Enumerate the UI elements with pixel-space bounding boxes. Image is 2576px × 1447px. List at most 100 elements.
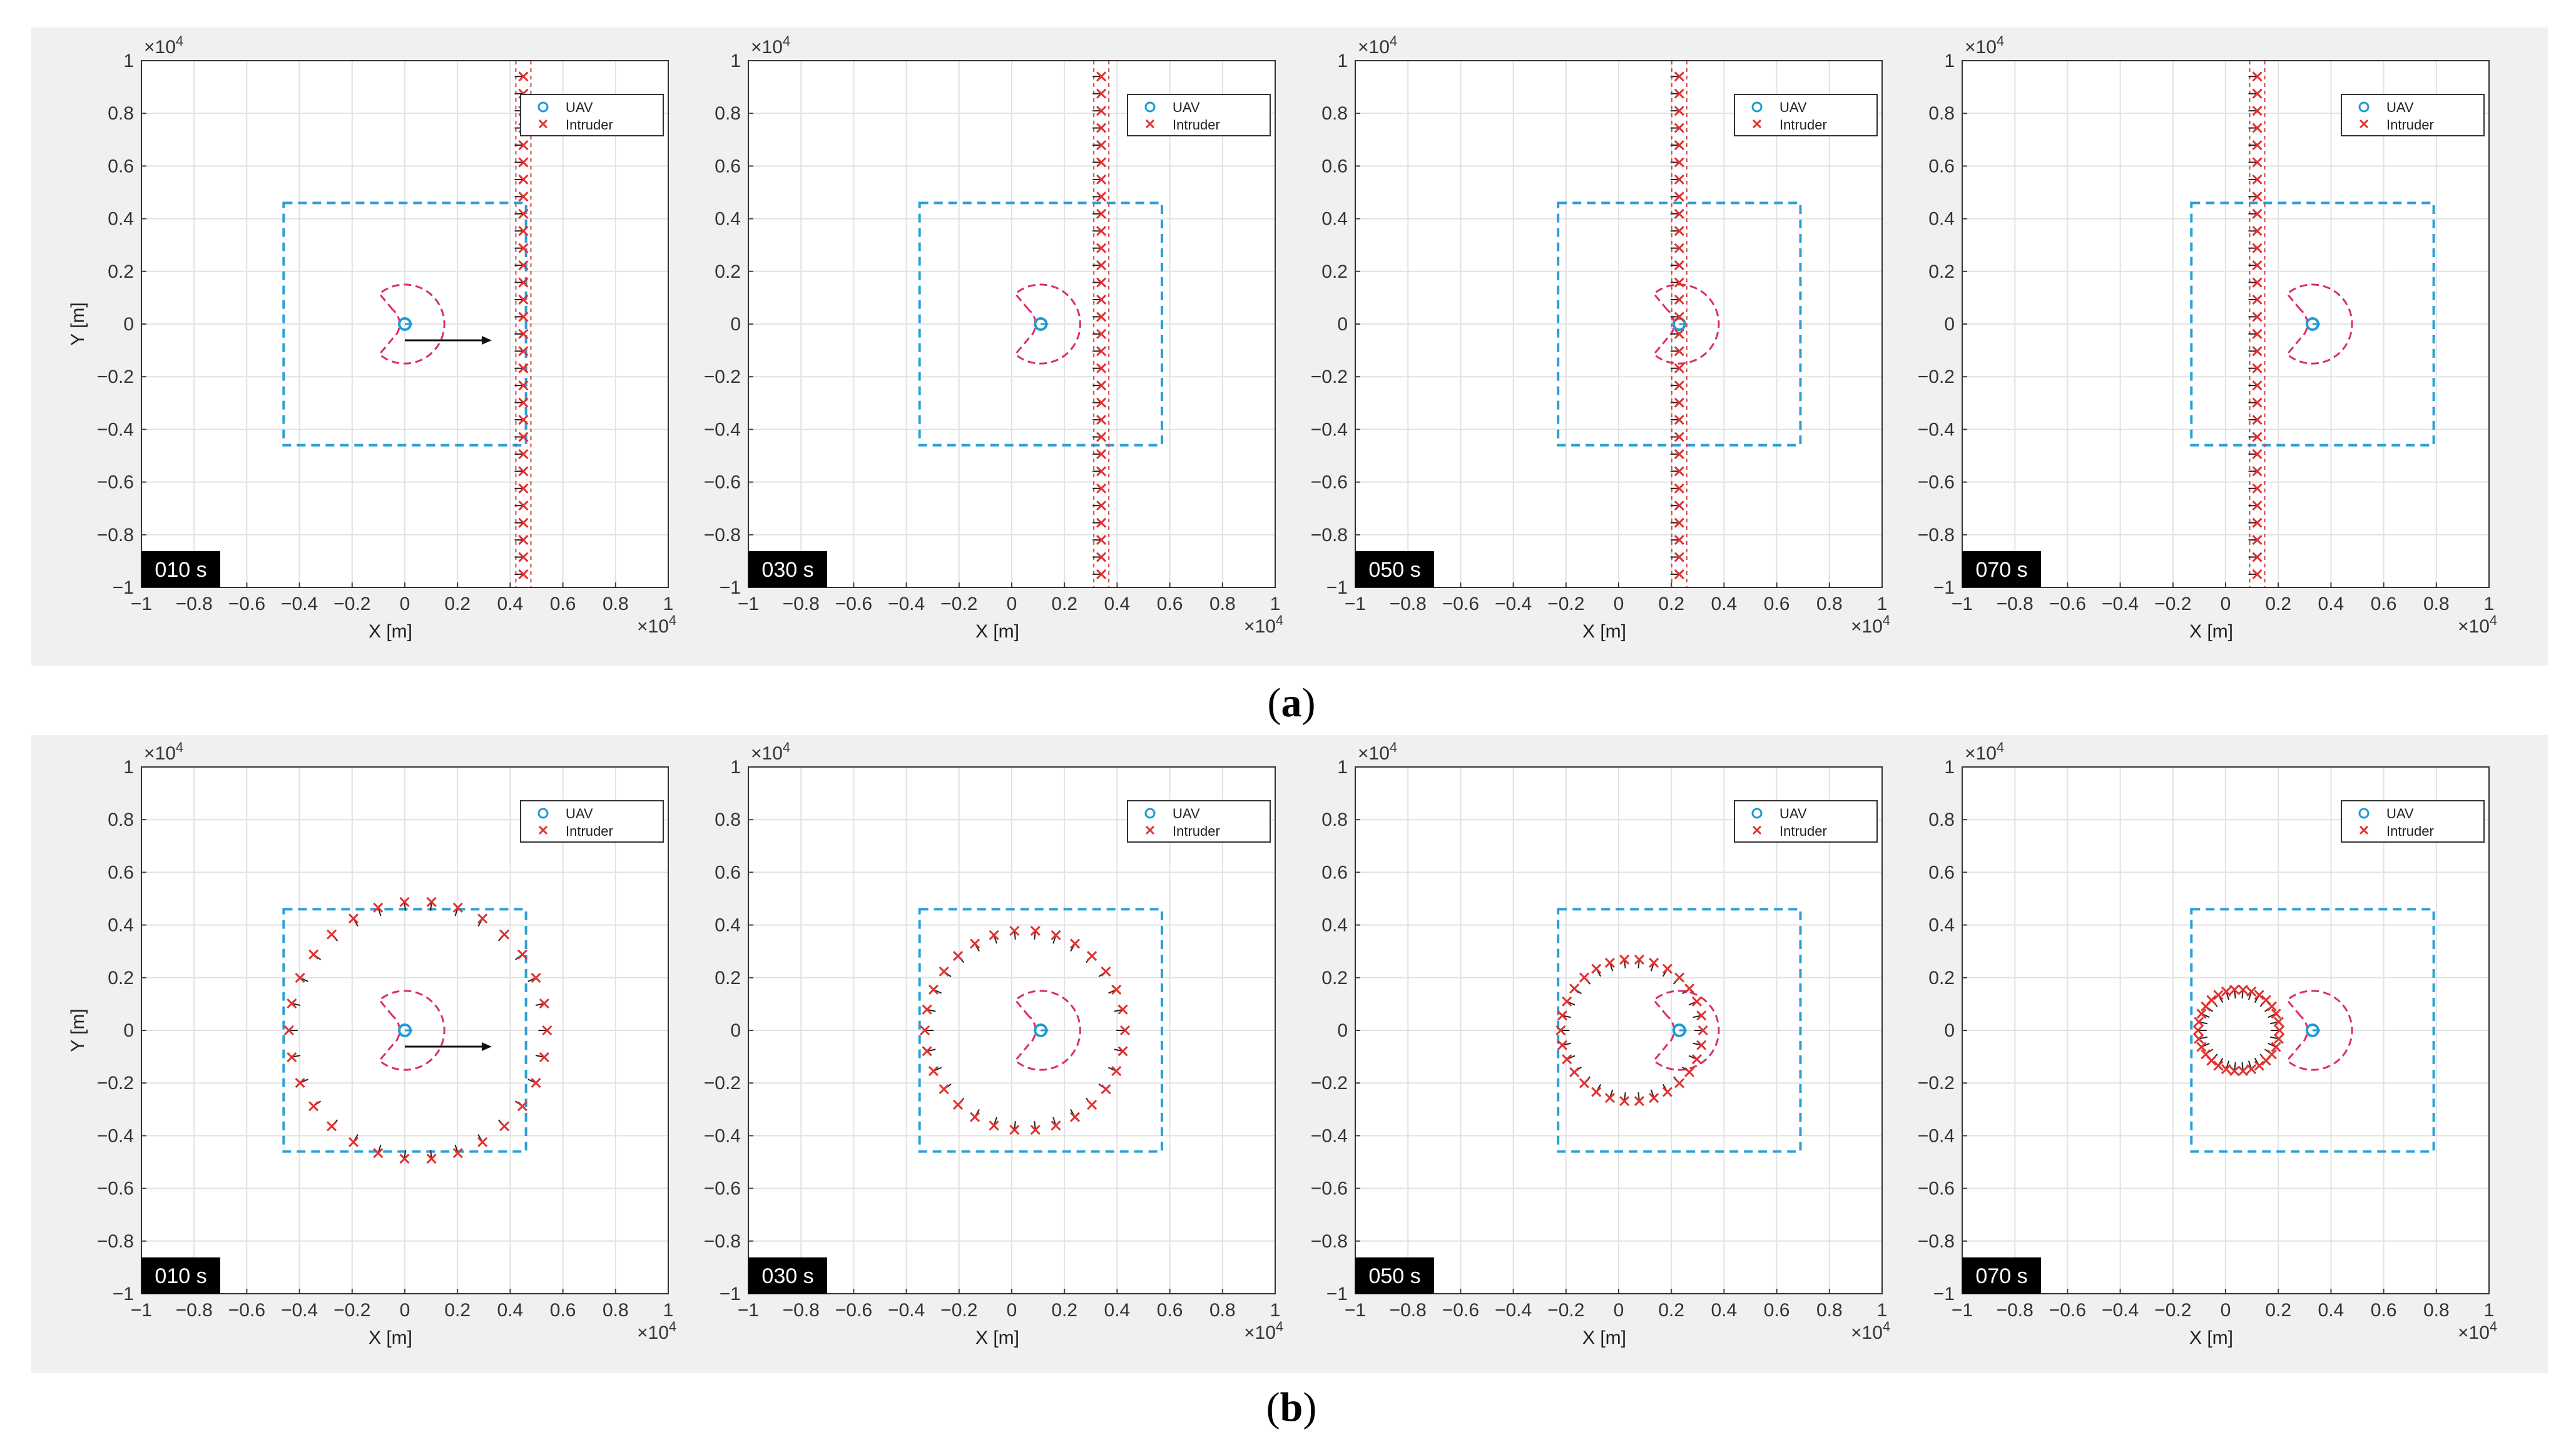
- x-tick-label: −0.2: [2154, 594, 2191, 614]
- y-exponent-power: 4: [176, 33, 183, 49]
- intruder-marker: [477, 913, 488, 927]
- intruder-marker: [2248, 483, 2263, 494]
- time-badge: 010 s: [141, 551, 220, 587]
- intruder-marker: [1092, 569, 1107, 580]
- intruder-marker: [1069, 1109, 1081, 1122]
- x-exponent-power: 4: [1883, 1319, 1890, 1334]
- intruder-x-stroke: [2252, 346, 2263, 357]
- intruder-x-stroke: [1096, 88, 1107, 99]
- time-badge: 070 s: [1962, 1257, 2041, 1294]
- intruder-marker: [426, 1150, 437, 1164]
- intruder-x-stroke: [2252, 294, 2263, 305]
- intruder-marker: [1662, 963, 1672, 977]
- caption-letter: a: [1281, 680, 1302, 726]
- intruder-x-stroke: [518, 243, 529, 253]
- x-tick-label: 0.8: [1816, 594, 1843, 614]
- intruder-x-stroke: [518, 535, 529, 546]
- intruder-marker: [1114, 1046, 1128, 1057]
- x-tick-label: −0.8: [1390, 594, 1427, 614]
- intruder-x-stroke: [2252, 226, 2263, 236]
- legend-uav-marker: [1751, 101, 1763, 113]
- x-tick-label: −0.2: [2154, 1300, 2191, 1321]
- y-tick-label: 0.2: [1928, 968, 1955, 988]
- x-tick-label: 0: [1614, 594, 1624, 614]
- intruder-marker: [2196, 1042, 2210, 1052]
- intruder-x-stroke: [2252, 277, 2263, 288]
- intruder-marker: [1579, 972, 1591, 985]
- intruder-marker: [2248, 294, 2263, 305]
- intruder-marker: [514, 208, 529, 219]
- intruder-x-stroke: [1674, 500, 1684, 511]
- intruder-marker: [2248, 517, 2263, 528]
- intruder-x-stroke: [2252, 414, 2263, 425]
- y-tick-label: −0.6: [1311, 472, 1348, 493]
- intruder-marker: [348, 913, 359, 927]
- x-tick-label: 0.4: [497, 594, 524, 614]
- intruder-marker: [1670, 517, 1684, 528]
- intruder-x-stroke: [2252, 260, 2263, 271]
- intruder-x-stroke: [1101, 1084, 1111, 1095]
- intruder-marker: [452, 1144, 463, 1159]
- intruder-marker: [1670, 552, 1684, 562]
- x-tick-label: 0: [400, 594, 410, 614]
- protected-zone: [1557, 201, 1802, 447]
- legend-box: [520, 800, 664, 843]
- caption-open: (: [1267, 680, 1281, 726]
- x-exponent-label: ×104: [1851, 612, 1890, 637]
- x-tick-label: 0.8: [1816, 1300, 1843, 1321]
- intruder-marker: [373, 1144, 384, 1159]
- intruder-x-stroke: [1096, 243, 1107, 253]
- intruder-x-stroke: [518, 328, 529, 339]
- intruder-x-stroke: [2252, 328, 2263, 339]
- intruder-x-stroke: [1096, 277, 1107, 288]
- intruder-marker: [295, 973, 308, 983]
- legend: UAV Intruder: [2341, 94, 2485, 136]
- x-tick-label: −0.2: [1547, 1300, 1584, 1321]
- intruder-x-stroke: [1111, 1066, 1122, 1077]
- intruder-marker: [989, 930, 999, 944]
- intruder-marker: [2248, 174, 2263, 185]
- intruder-x-stroke: [2229, 985, 2240, 995]
- x-axis-label: X [m]: [1582, 1328, 1626, 1348]
- intruder-marker: [1092, 294, 1107, 305]
- intruder-marker: [514, 243, 529, 253]
- intruder-x-stroke: [2261, 995, 2271, 1005]
- y-tick-label: −1: [113, 1284, 134, 1304]
- intruder-x-stroke: [1096, 414, 1107, 425]
- intruder-marker: [1092, 312, 1107, 322]
- intruder-x-stroke: [1069, 1112, 1081, 1122]
- y-tick-label: −0.6: [1918, 1179, 1955, 1199]
- intruder-marker: [515, 1100, 528, 1112]
- intruder-x-stroke: [2252, 535, 2263, 546]
- intruder-x-stroke: [2252, 208, 2263, 219]
- intruder-x-stroke: [1674, 277, 1684, 288]
- intruder-x-stroke: [2252, 483, 2263, 494]
- intruder-x-stroke: [2252, 363, 2263, 373]
- intruder-x-stroke: [2252, 312, 2263, 322]
- y-tick-label: −0.2: [704, 1073, 741, 1094]
- y-tick-label: 1: [1337, 51, 1348, 71]
- intruder-x-stroke: [399, 896, 410, 907]
- y-tick-label: 0.2: [1928, 261, 1955, 282]
- intruder-marker: [989, 1117, 999, 1131]
- legend-uav-label: UAV: [2386, 99, 2414, 115]
- y-exponent-power: 4: [783, 33, 790, 49]
- intruder-x-stroke: [1111, 984, 1122, 995]
- intruder-x-stroke: [1096, 397, 1107, 408]
- x-tick-label: 1: [2484, 594, 2495, 614]
- x-exponent-label: ×104: [2458, 1319, 2497, 1343]
- intruder-x-stroke: [2252, 191, 2263, 202]
- x-tick-label: 0.6: [1157, 594, 1183, 614]
- intruder-marker: [1670, 380, 1684, 391]
- y-exponent-label: ×104: [751, 739, 790, 764]
- intruder-x-stroke: [1096, 569, 1107, 580]
- intruder-marker: [1619, 954, 1630, 968]
- intruder-marker: [922, 1046, 936, 1057]
- y-tick-label: −0.8: [1918, 525, 1955, 546]
- y-tick-label: −0.6: [97, 472, 134, 493]
- intruder-x-stroke: [1674, 123, 1684, 133]
- x-exponent-label: ×104: [2458, 612, 2497, 637]
- x-tick-label: −1: [738, 594, 759, 614]
- x-tick-label: 0: [2221, 1300, 2231, 1321]
- y-tick-label: −0.8: [1311, 1231, 1348, 1252]
